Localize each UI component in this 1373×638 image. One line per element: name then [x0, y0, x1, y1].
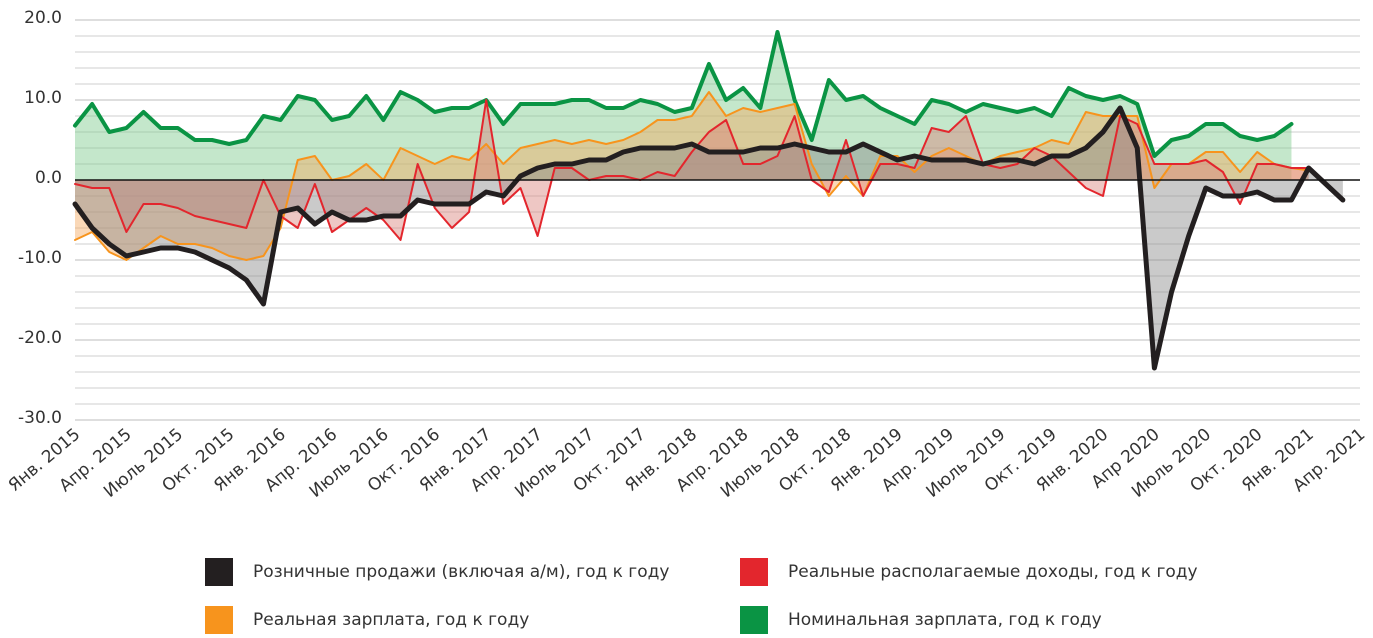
legend-label: Реальные располагаемые доходы, год к год… [788, 562, 1198, 582]
series-line [72, 105, 1346, 371]
y-tick-label: -10.0 [18, 248, 62, 268]
y-tick-label: -30.0 [18, 408, 62, 428]
y-tick-label: 10.0 [24, 88, 62, 108]
legend-swatch [740, 606, 768, 634]
legend-label: Реальная зарплата, год к году [253, 610, 529, 630]
legend-label: Номинальная зарплата, год к году [788, 610, 1102, 630]
legend-swatch [205, 558, 233, 586]
series-area [75, 32, 1292, 180]
y-tick-label: 0.0 [35, 168, 62, 188]
legend-swatch [740, 558, 768, 586]
legend-label: Розничные продажи (включая а/м), год к г… [253, 562, 669, 582]
y-tick-label: -20.0 [18, 328, 62, 348]
series-area [75, 100, 1309, 240]
series-line [73, 30, 1294, 158]
series-area [75, 108, 1343, 368]
series-line [74, 91, 1310, 261]
series-area [75, 92, 1309, 260]
legend-swatch [205, 606, 233, 634]
y-tick-label: 20.0 [24, 8, 62, 28]
